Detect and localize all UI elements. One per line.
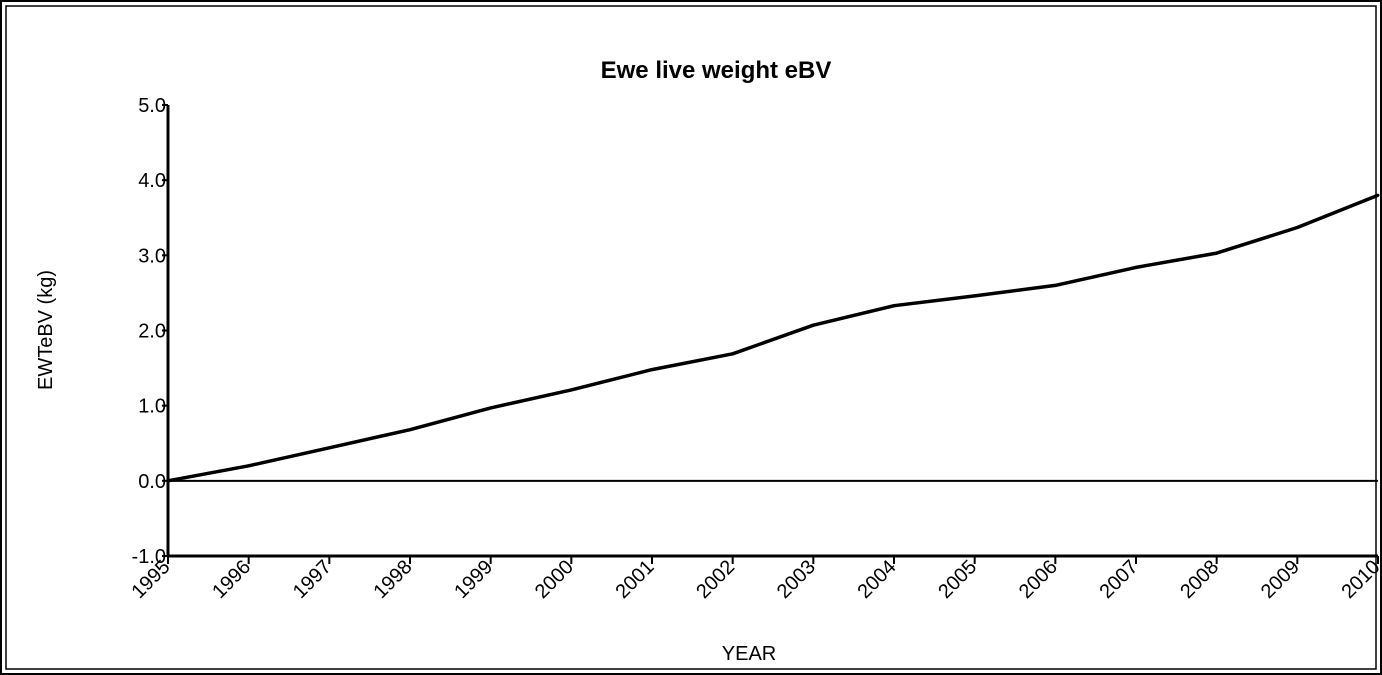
data-point bbox=[1053, 283, 1057, 287]
data-point bbox=[327, 446, 331, 450]
data-point bbox=[247, 464, 251, 468]
data-point bbox=[1134, 265, 1138, 269]
y-tick-label: -1.0 bbox=[132, 546, 166, 568]
y-tick-label: 5.0 bbox=[138, 95, 166, 117]
data-point bbox=[973, 294, 977, 298]
x-axis-title: YEAR bbox=[722, 643, 776, 665]
y-axis-title: EWTeBV (kg) bbox=[35, 270, 57, 390]
y-tick-label: 1.0 bbox=[138, 396, 166, 418]
data-point bbox=[489, 406, 493, 410]
chart-title: Ewe live weight eBV bbox=[601, 57, 832, 84]
inner-frame bbox=[5, 5, 1377, 670]
data-point bbox=[731, 352, 735, 356]
data-point bbox=[408, 428, 412, 432]
data-point bbox=[650, 368, 654, 372]
series-line bbox=[167, 193, 1379, 483]
data-point bbox=[892, 304, 896, 308]
y-tick-label: 2.0 bbox=[138, 321, 166, 343]
data-point bbox=[811, 323, 815, 327]
y-tick-label: 0.0 bbox=[138, 471, 166, 493]
data-point bbox=[1215, 251, 1219, 255]
data-point bbox=[569, 388, 573, 392]
data-point bbox=[166, 479, 170, 483]
y-tick-label: 4.0 bbox=[138, 170, 166, 192]
y-tick-label: 3.0 bbox=[138, 245, 166, 267]
data-point bbox=[1376, 193, 1380, 197]
data-point bbox=[1295, 226, 1299, 230]
